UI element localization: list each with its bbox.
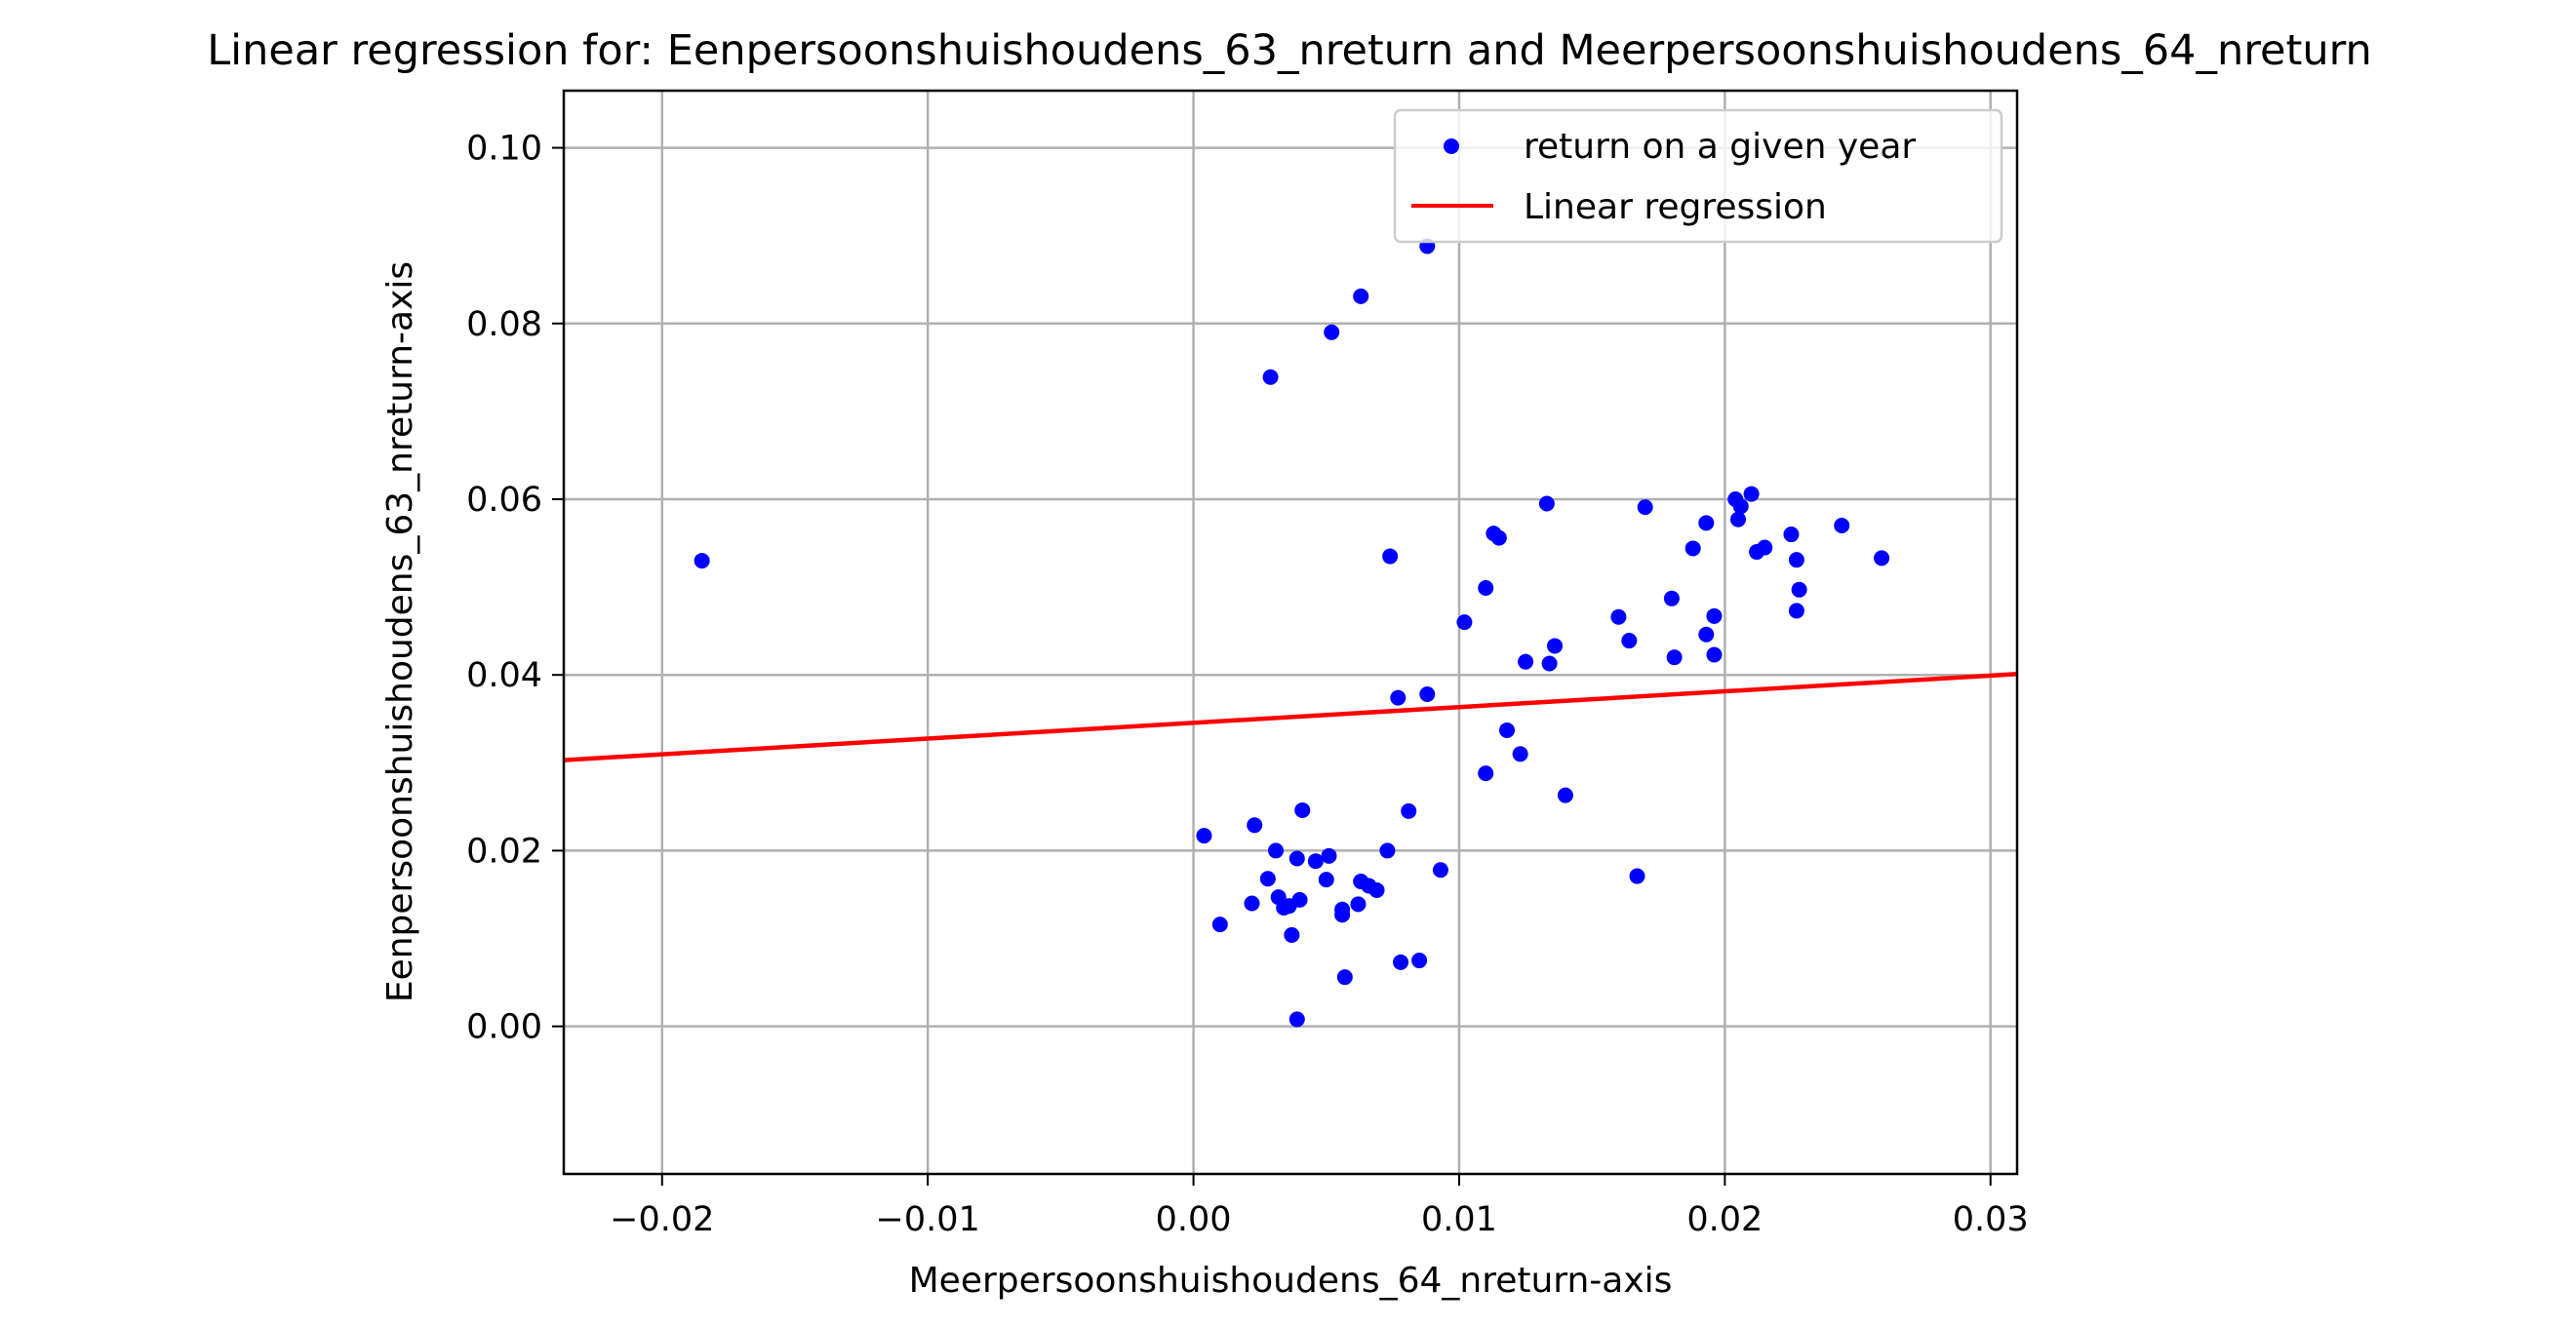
scatter-point bbox=[1629, 868, 1645, 884]
scatter-point bbox=[1637, 499, 1653, 516]
y-tick-label: 0.08 bbox=[466, 305, 542, 344]
scatter-point bbox=[1729, 511, 1746, 527]
scatter-point bbox=[1478, 765, 1494, 782]
y-tick-label: 0.04 bbox=[466, 656, 542, 695]
scatter-point bbox=[1334, 907, 1351, 923]
scatter-point bbox=[1336, 969, 1353, 986]
scatter-point bbox=[1268, 842, 1285, 859]
scatter-point bbox=[1401, 802, 1417, 819]
chart-title: Linear regression for: Eenpersoonshuisho… bbox=[207, 26, 2372, 75]
scatter-point bbox=[1350, 896, 1367, 913]
scatter-point bbox=[1379, 842, 1396, 859]
scatter-point bbox=[1499, 722, 1516, 738]
scatter-point bbox=[1663, 590, 1680, 606]
scatter-point bbox=[1211, 917, 1228, 933]
scatter-point bbox=[1788, 552, 1804, 568]
x-tick-label: 0.01 bbox=[1421, 1200, 1497, 1239]
scatter-point bbox=[1259, 871, 1276, 887]
scatter-point bbox=[1353, 288, 1369, 304]
scatter-point bbox=[1368, 881, 1385, 898]
legend: return on a given year Linear regression bbox=[1393, 108, 2003, 244]
x-axis-ticks: −0.02 −0.01 0.00 0.01 0.02 0.03 bbox=[610, 1174, 2029, 1239]
legend-label-line: Linear regression bbox=[1524, 187, 1827, 227]
x-axis-label: Meerpersoonshuishoudens_64_nreturn-axis bbox=[909, 1261, 1673, 1301]
scatter-point bbox=[1557, 787, 1573, 803]
regression-line bbox=[563, 672, 2018, 762]
scatter-point bbox=[1518, 653, 1534, 670]
x-tick-label: −0.01 bbox=[876, 1200, 980, 1239]
scatter-point bbox=[1291, 891, 1308, 908]
scatter-point bbox=[1610, 608, 1627, 625]
scatter-point bbox=[1288, 850, 1305, 867]
scatter-point bbox=[1834, 518, 1850, 534]
scatter-point bbox=[1547, 638, 1564, 654]
legend-label-scatter: return on a given year bbox=[1524, 127, 1916, 167]
x-tick-label: 0.00 bbox=[1156, 1200, 1232, 1239]
scatter-series bbox=[694, 238, 1890, 1028]
y-tick-label: 0.06 bbox=[466, 481, 542, 520]
scatter-point bbox=[1456, 614, 1473, 631]
scatter-point bbox=[1541, 655, 1558, 672]
scatter-point bbox=[1288, 1011, 1305, 1028]
scatter-point bbox=[1706, 607, 1723, 624]
scatter-point bbox=[1757, 539, 1773, 556]
scatter-point bbox=[1390, 689, 1407, 706]
scatter-point bbox=[1247, 817, 1263, 834]
scatter-point bbox=[1244, 895, 1260, 912]
legend-box bbox=[1393, 108, 2003, 244]
regression-series bbox=[563, 672, 2018, 762]
x-tick-label: −0.02 bbox=[610, 1200, 714, 1239]
scatter-point bbox=[1666, 649, 1683, 666]
scatter-point bbox=[1284, 926, 1300, 943]
y-tick-label: 0.10 bbox=[466, 130, 542, 169]
scatter-point bbox=[1788, 603, 1804, 619]
scatter-point bbox=[1324, 324, 1340, 340]
scatter-point bbox=[1262, 369, 1279, 385]
scatter-point bbox=[1684, 540, 1701, 557]
scatter-point bbox=[1321, 847, 1337, 864]
scatter-point bbox=[694, 553, 710, 569]
scatter-point bbox=[1478, 579, 1494, 596]
scatter-point bbox=[1318, 872, 1334, 888]
scatter-point bbox=[1732, 498, 1749, 515]
scatter-point bbox=[1874, 550, 1890, 566]
scatter-point bbox=[1783, 527, 1800, 543]
scatter-point bbox=[1791, 581, 1807, 598]
scatter-point bbox=[1698, 515, 1715, 531]
legend-marker-scatter bbox=[1444, 138, 1459, 154]
y-tick-label: 0.00 bbox=[466, 1008, 542, 1047]
y-tick-label: 0.02 bbox=[466, 832, 542, 871]
scatter-point bbox=[1706, 646, 1723, 663]
scatter-point bbox=[1538, 495, 1555, 512]
y-axis-ticks: 0.00 0.02 0.04 0.06 0.08 0.10 bbox=[466, 130, 564, 1047]
scatter-point bbox=[1512, 746, 1528, 762]
scatter-point bbox=[1490, 529, 1507, 546]
x-tick-label: 0.02 bbox=[1686, 1200, 1763, 1239]
scatter-point bbox=[1307, 853, 1324, 870]
plot-frame bbox=[562, 89, 2019, 1176]
scatter-point bbox=[1419, 686, 1436, 703]
scatter-point bbox=[1382, 548, 1399, 565]
scatter-point bbox=[1621, 633, 1638, 649]
scatter-point bbox=[1743, 486, 1760, 502]
scatter-point bbox=[1294, 801, 1311, 818]
scatter-point bbox=[1196, 828, 1212, 844]
scatter-point bbox=[1432, 862, 1448, 879]
scatter-point bbox=[1698, 626, 1715, 643]
scatter-point bbox=[1393, 954, 1409, 970]
scatter-point bbox=[1411, 953, 1428, 969]
y-axis-label: Eenpersoonshuishoudens_63_nreturn-axis bbox=[380, 261, 420, 1002]
x-tick-label: 0.03 bbox=[1953, 1200, 2029, 1239]
grid bbox=[564, 91, 2017, 1174]
